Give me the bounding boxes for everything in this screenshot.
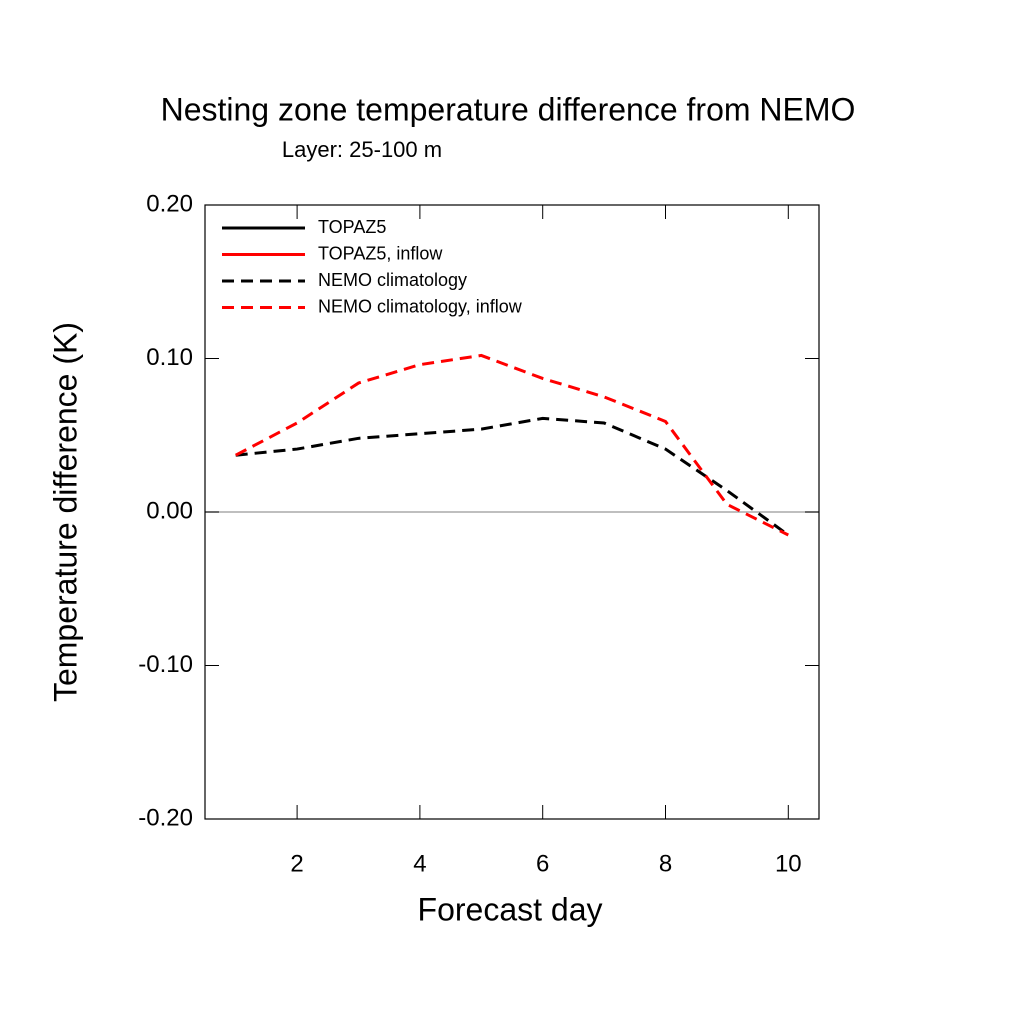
y-axis-label: Temperature difference (K) (47, 322, 83, 702)
y-tick-label: -0.10 (138, 651, 193, 678)
chart-title: Nesting zone temperature difference from… (161, 91, 856, 127)
legend-label: TOPAZ5 (318, 217, 386, 237)
y-tick-label: 0.20 (146, 190, 193, 217)
legend-label: TOPAZ5, inflow (318, 243, 443, 263)
x-axis-label: Forecast day (418, 891, 603, 927)
chart-subtitle: Layer: 25-100 m (282, 137, 442, 162)
x-tick-label: 8 (659, 850, 672, 877)
legend-label: NEMO climatology, inflow (318, 296, 523, 316)
x-tick-label: 10 (775, 850, 802, 877)
legend-label: NEMO climatology (318, 270, 467, 290)
y-tick-label: 0.10 (146, 344, 193, 371)
y-tick-label: 0.00 (146, 497, 193, 524)
x-tick-label: 4 (413, 850, 426, 877)
y-tick-label: -0.20 (138, 804, 193, 831)
x-tick-label: 6 (536, 850, 549, 877)
series-line (235, 353, 789, 537)
x-tick-label: 2 (290, 850, 303, 877)
